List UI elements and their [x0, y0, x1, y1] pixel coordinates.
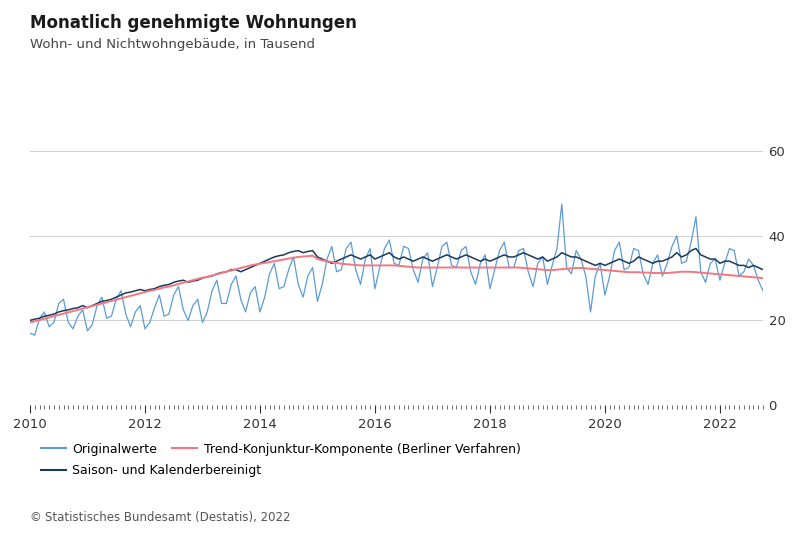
Text: Wohn- und Nichtwohngebäude, in Tausend: Wohn- und Nichtwohngebäude, in Tausend	[30, 38, 315, 51]
Text: Statistisches Bundesamt (Destatis), 2022: Statistisches Bundesamt (Destatis), 2022	[45, 511, 290, 524]
Text: ©: ©	[30, 511, 45, 524]
Text: Monatlich genehmigte Wohnungen: Monatlich genehmigte Wohnungen	[30, 14, 357, 31]
Legend: Originalwerte, Trend-Konjunktur-Komponente (Berliner Verfahren): Originalwerte, Trend-Konjunktur-Komponen…	[36, 438, 526, 461]
Legend: Saison- und Kalenderbereinigt: Saison- und Kalenderbereinigt	[36, 460, 266, 482]
